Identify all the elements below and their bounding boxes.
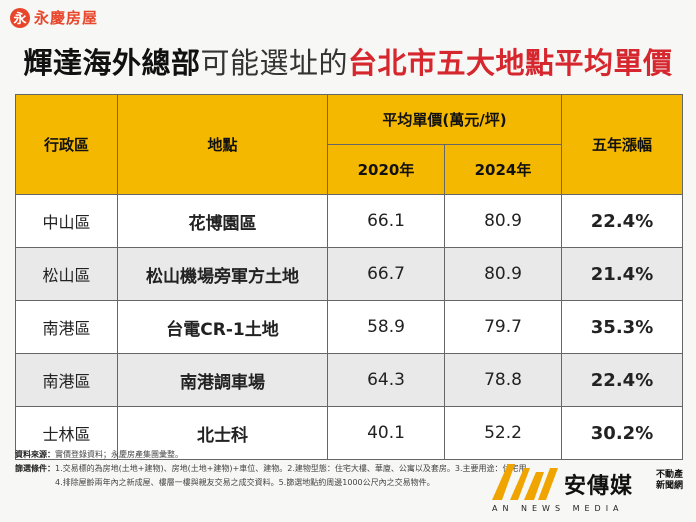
brand-tag-line-1: 不動產 xyxy=(656,470,684,480)
header-year-2020: 2020年 xyxy=(327,144,445,195)
brand-watermark: 安傳媒 不動產 新聞網 AN NEWS MEDIA xyxy=(488,458,696,522)
cell-site: 台電CR-1土地 xyxy=(117,300,328,354)
table-row: 南港區 南港調車場 64.3 78.8 22.4% xyxy=(15,353,684,407)
company-logo: 永 永慶房屋 xyxy=(10,7,98,28)
filter-line-2: 4.排除屋齡兩年內之新成屋、樓層一樓與親友交易之成交資料。5.篩選地點約周邊10… xyxy=(55,478,435,487)
cell-price-2024: 79.7 xyxy=(443,300,563,354)
cell-growth: 22.4% xyxy=(561,194,684,248)
header-site: 地點 xyxy=(117,94,328,195)
brand-tagline: 不動產 新聞網 xyxy=(656,470,683,492)
logo-mark-icon: 永 xyxy=(10,7,30,28)
source-note: 資料來源：實價登錄資料；永慶房產集團彙整。 xyxy=(15,448,535,462)
cell-price-2020: 66.7 xyxy=(327,247,445,301)
cell-growth: 35.3% xyxy=(561,300,684,354)
price-table: 行政區 地點 平均單價(萬元/坪) 五年漲幅 2020年 2024年 中山區 花… xyxy=(15,94,684,460)
cell-price-2020: 58.9 xyxy=(327,300,445,354)
table-row: 南港區 台電CR-1土地 58.9 79.7 35.3% xyxy=(15,300,684,354)
cell-price-2024: 80.9 xyxy=(443,194,563,248)
table-row: 士林區 北士科 40.1 52.2 30.2% xyxy=(15,406,684,460)
cell-growth: 22.4% xyxy=(561,353,684,407)
brand-english: AN NEWS MEDIA xyxy=(492,504,624,513)
brand-name: 安傳媒 xyxy=(564,474,634,499)
cell-district: 南港區 xyxy=(15,300,118,354)
cell-price-2024: 78.8 xyxy=(443,353,563,407)
cell-growth: 30.2% xyxy=(561,406,684,460)
filter-label: 篩選條件： xyxy=(15,464,55,473)
filter-note-cont: 4.排除屋齡兩年內之新成屋、樓層一樓與親友交易之成交資料。5.篩選地點約周邊10… xyxy=(15,476,535,490)
cell-growth: 21.4% xyxy=(561,247,684,301)
cell-price-2020: 64.3 xyxy=(327,353,445,407)
table-row: 松山區 松山機場旁軍方土地 66.7 80.9 21.4% xyxy=(15,247,684,301)
an-news-logo-icon xyxy=(492,464,558,500)
title-part-3: 台北市五大地點平均單價 xyxy=(348,46,673,80)
footnotes: 資料來源：實價登錄資料；永慶房產集團彙整。 篩選條件：1.交易標的為房地(土地+… xyxy=(15,448,535,490)
cell-district: 南港區 xyxy=(15,353,118,407)
cell-site: 花博園區 xyxy=(117,194,328,248)
page-title: 輝達海外總部可能選址的台北市五大地點平均單價 xyxy=(0,40,696,82)
cell-site: 松山機場旁軍方土地 xyxy=(117,247,328,301)
title-part-2: 可能選址的 xyxy=(200,46,348,80)
cell-district: 士林區 xyxy=(15,406,118,460)
header-district: 行政區 xyxy=(15,94,118,195)
brand-tag-line-2: 新聞網 xyxy=(656,481,684,491)
cell-district: 松山區 xyxy=(15,247,118,301)
source-label: 資料來源： xyxy=(15,450,55,459)
header-growth: 五年漲幅 xyxy=(561,94,684,195)
filter-line-1: 1.交易標的為房地(土地+建物)、房地(土地+建物)+車位、建物。2.建物型態：… xyxy=(55,464,527,473)
title-part-1: 輝達海外總部 xyxy=(23,46,201,80)
filter-note: 篩選條件：1.交易標的為房地(土地+建物)、房地(土地+建物)+車位、建物。2.… xyxy=(15,462,535,476)
cell-site: 南港調車場 xyxy=(117,353,328,407)
header-year-2024: 2024年 xyxy=(443,144,563,195)
table-row: 中山區 花博園區 66.1 80.9 22.4% xyxy=(15,194,684,248)
source-text: 實價登錄資料；永慶房產集團彙整。 xyxy=(55,450,183,459)
cell-price-2024: 52.2 xyxy=(443,406,563,460)
logo-name: 永慶房屋 xyxy=(34,9,99,27)
cell-district: 中山區 xyxy=(15,194,118,248)
cell-price-2020: 40.1 xyxy=(327,406,445,460)
cell-price-2024: 80.9 xyxy=(443,247,563,301)
header-avg-price: 平均單價(萬元/坪) xyxy=(326,94,563,145)
cell-price-2020: 66.1 xyxy=(327,194,445,248)
